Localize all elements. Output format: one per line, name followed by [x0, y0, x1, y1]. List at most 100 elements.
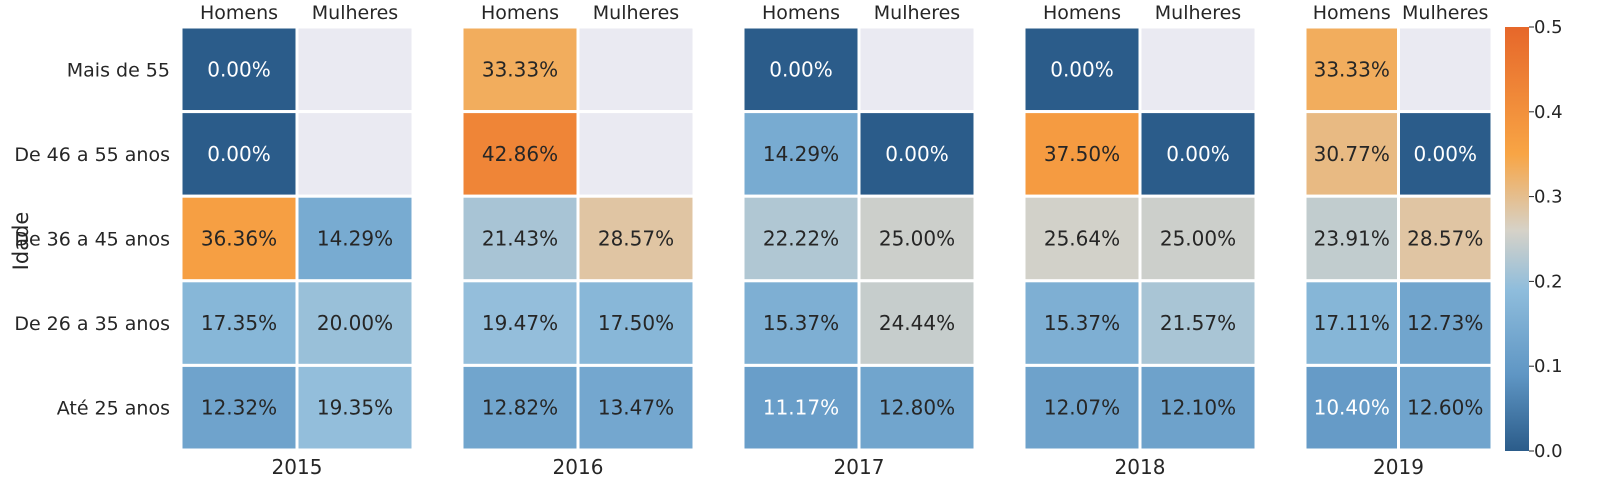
cell-value-label: 12.10%: [1160, 396, 1236, 420]
cell-value-label: 12.60%: [1407, 396, 1483, 420]
cell-value-label: 14.29%: [763, 142, 839, 166]
heatmap-cell: [1303, 110, 1400, 198]
heatmap-cell: [1397, 363, 1494, 452]
row-label: Até 25 anos: [57, 398, 170, 420]
cell-value-label: 17.35%: [201, 311, 277, 335]
cell-value-label: 13.47%: [598, 396, 674, 420]
colorbar-tick-label: 0.4: [1534, 102, 1563, 123]
cell-value-label: 28.57%: [598, 227, 674, 251]
row-label: De 36 a 45 anos: [14, 229, 170, 251]
panel-xlabel: 2015: [272, 455, 323, 479]
heatmap-cell: [295, 110, 415, 198]
cell-value-label: 30.77%: [1314, 142, 1390, 166]
column-header: Mulheres: [1155, 2, 1241, 24]
cell-value-label: 12.80%: [879, 396, 955, 420]
heatmap-cell: [741, 194, 861, 283]
cell-value-label: 11.17%: [763, 396, 839, 420]
colorbar-tick-label: 0.5: [1534, 17, 1563, 38]
column-header: Homens: [200, 2, 278, 24]
cell-value-label: 12.82%: [482, 396, 558, 420]
cell-value-label: 36.36%: [201, 227, 277, 251]
cell-value-label: 0.00%: [1050, 57, 1114, 81]
cell-value-label: 25.00%: [879, 227, 955, 251]
panel-xlabel: 2016: [553, 455, 604, 479]
heatmap-cell: [1022, 110, 1142, 198]
column-header: Mulheres: [874, 2, 960, 24]
cell-value-label: 12.07%: [1044, 396, 1120, 420]
cell-value-label: 24.44%: [879, 311, 955, 335]
cell-value-label: 17.11%: [1314, 311, 1390, 335]
cell-value-label: 15.37%: [1044, 311, 1120, 335]
cell-value-label: 33.33%: [482, 57, 558, 81]
cell-value-label: 10.40%: [1314, 396, 1390, 420]
row-label: De 26 a 35 anos: [14, 313, 170, 335]
cell-value-label: 22.22%: [763, 227, 839, 251]
colorbar-gradient: [1505, 27, 1529, 451]
y-axis-label: Idade: [9, 212, 33, 271]
column-header: Mulheres: [1402, 2, 1488, 24]
heatmap-cell: [1138, 194, 1258, 283]
column-header: Homens: [762, 2, 840, 24]
cell-value-label: 21.57%: [1160, 311, 1236, 335]
panel-xlabel: 2019: [1373, 455, 1424, 479]
heatmap-cell: [576, 25, 696, 114]
heatmap-cell: [857, 194, 977, 283]
heatmap-cell: [857, 110, 977, 198]
column-header: Homens: [1313, 2, 1391, 24]
heatmap-cell: [857, 279, 977, 367]
cell-value-label: 42.86%: [482, 142, 558, 166]
cell-value-label: 17.50%: [598, 311, 674, 335]
row-label: Mais de 55: [67, 59, 170, 81]
cell-value-label: 15.37%: [763, 311, 839, 335]
heatmap-cell: [1022, 279, 1142, 367]
heatmap-cell: [295, 363, 415, 452]
heatmap-cell: [1138, 363, 1258, 452]
colorbar-tick-label: 0.2: [1534, 271, 1563, 292]
cell-value-label: 28.57%: [1407, 227, 1483, 251]
heatmap-cell: [576, 194, 696, 283]
colorbar: 0.0 0.1 0.2 0.3 0.4 0.5: [1505, 17, 1563, 462]
heatmap-panel: Homens Mulheres 0.00% 37.50% 0.00% 25.64% 25.0…: [1022, 2, 1258, 479]
heatmap-cell: [576, 279, 696, 367]
heatmap-cell: [179, 25, 299, 114]
cell-value-label: 0.00%: [207, 142, 271, 166]
cell-value-label: 37.50%: [1044, 142, 1120, 166]
heatmap-cell: [576, 110, 696, 198]
cell-value-label: 20.00%: [317, 311, 393, 335]
panel-xlabel: 2018: [1115, 455, 1166, 479]
heatmap-cell: [741, 25, 861, 114]
heatmap-cell: [1303, 363, 1400, 452]
heatmap-cell: [460, 110, 580, 198]
heatmap-cell: [857, 25, 977, 114]
cell-value-label: 19.35%: [317, 396, 393, 420]
cell-value-label: 0.00%: [885, 142, 949, 166]
heatmap-cell: [857, 363, 977, 452]
cell-value-label: 12.32%: [201, 396, 277, 420]
column-header: Homens: [481, 2, 559, 24]
column-header: Mulheres: [593, 2, 679, 24]
heatmap-cell: [179, 110, 299, 198]
heatmap-cell: [295, 25, 415, 114]
cell-value-label: 0.00%: [207, 57, 271, 81]
heatmap-cell: [741, 279, 861, 367]
heatmap-cell: [1022, 194, 1142, 283]
cell-value-label: 23.91%: [1314, 227, 1390, 251]
cell-value-label: 0.00%: [1413, 142, 1477, 166]
row-label: De 46 a 55 anos: [14, 144, 170, 166]
panel-xlabel: 2017: [834, 455, 885, 479]
heatmap-cell: [295, 279, 415, 367]
cell-value-label: 25.00%: [1160, 227, 1236, 251]
heatmap-cell: [576, 363, 696, 452]
heatmap-panel: Homens Mulheres 33.33% 42.86% 21.43% 28.57% 19…: [460, 2, 696, 479]
heatmap-cell: [1397, 25, 1494, 114]
heatmap-cell: [179, 363, 299, 452]
cell-value-label: 0.00%: [1166, 142, 1230, 166]
column-header: Homens: [1043, 2, 1121, 24]
heatmap-panel: Homens Mulheres 0.00% 0.00% 36.36% 14.29% 17.3…: [179, 2, 415, 479]
cell-value-label: 12.73%: [1407, 311, 1483, 335]
colorbar-tick-label: 0.0: [1534, 441, 1563, 462]
colorbar-tick-label: 0.1: [1534, 356, 1563, 377]
heatmap-panel: Homens Mulheres 0.00% 14.29% 0.00% 22.22% 25.0…: [741, 2, 977, 479]
cell-value-label: 19.47%: [482, 311, 558, 335]
